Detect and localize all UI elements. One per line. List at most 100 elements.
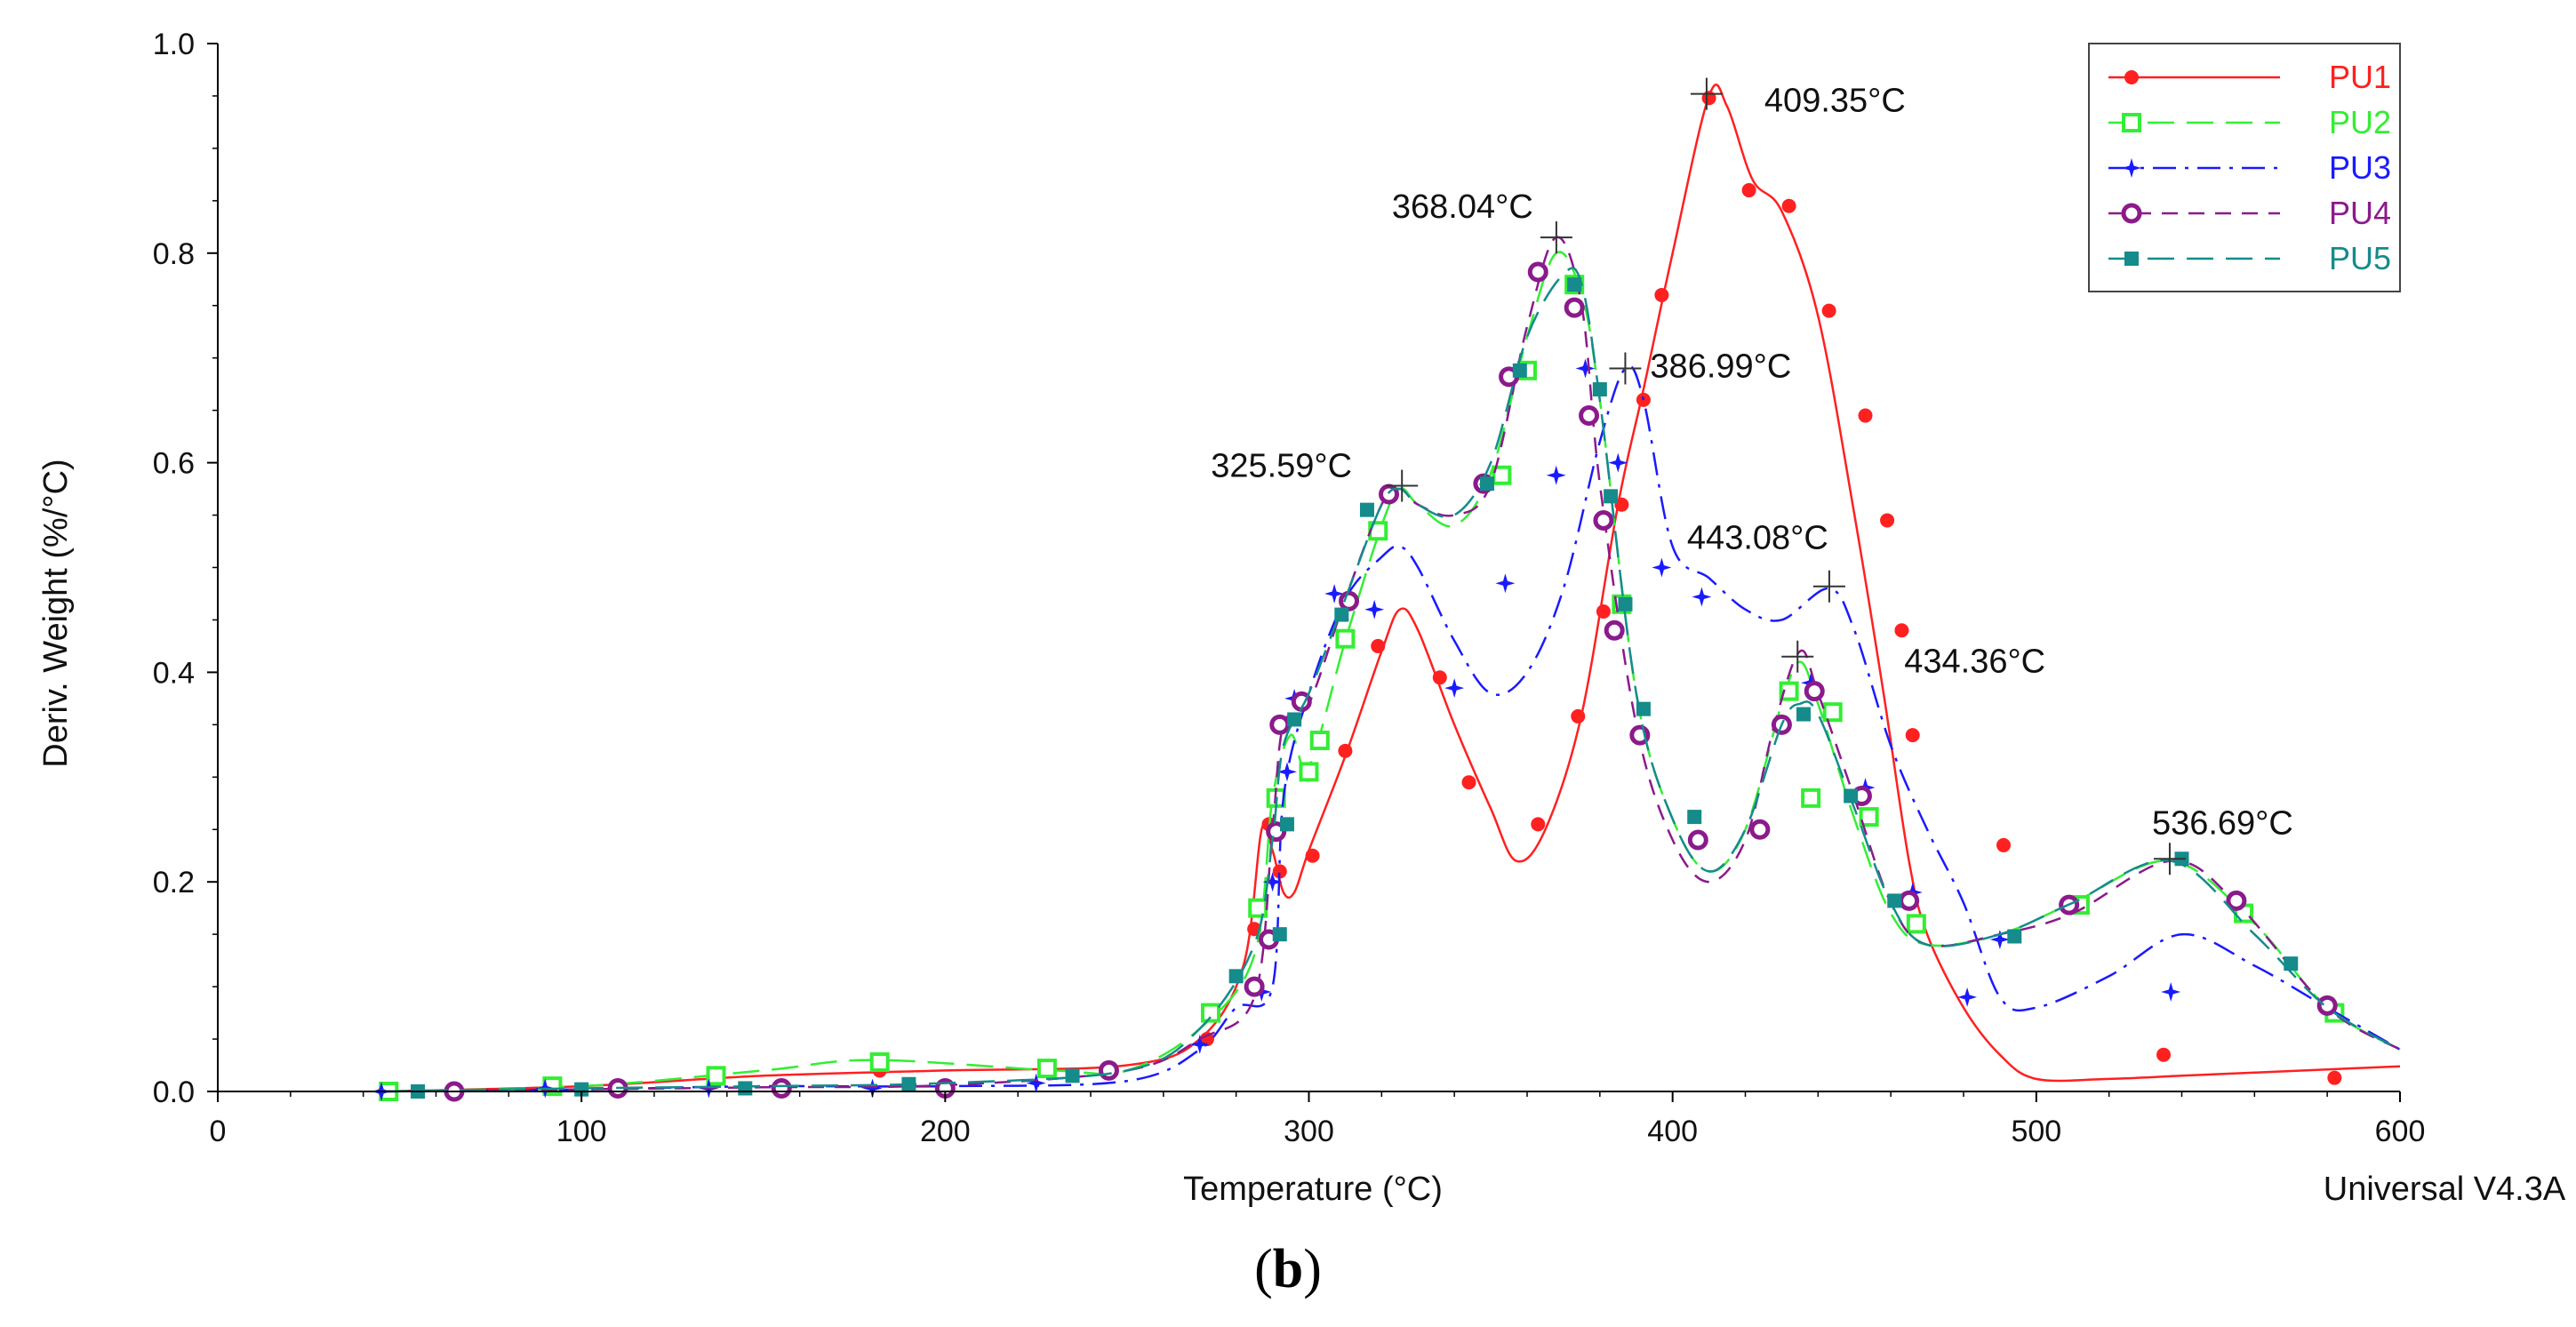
legend-label: PU5 [2329, 240, 2391, 276]
y-tick-label: 0.0 [153, 1075, 195, 1109]
data-point-pu3 [1608, 452, 1628, 473]
data-point-pu1 [1880, 513, 1895, 528]
data-point-pu3 [1692, 587, 1712, 607]
data-point-pu5 [1687, 810, 1702, 825]
data-point-pu3 [1262, 872, 1283, 892]
data-point-pu2 [1779, 681, 1799, 701]
legend-marker [2122, 113, 2141, 132]
data-point-pu3 [1364, 599, 1385, 620]
data-point-pu5 [1844, 788, 1859, 803]
annotation-layer: 325.59°C 368.04°C 386.99°C 409.35°C 443.08°C… [1211, 77, 2293, 875]
data-point-pu4 [1687, 829, 1708, 851]
x-tick-label: 100 [556, 1115, 607, 1148]
peak-label: 434.36°C [1904, 644, 2045, 681]
peak-annotation: 434.36°C [1781, 640, 2045, 681]
data-point-pu5 [2284, 956, 2299, 971]
data-point-pu1 [1531, 817, 1546, 832]
data-point-pu1 [1272, 864, 1287, 879]
data-point-pu3 [1575, 358, 1596, 379]
data-point-pu2 [1309, 731, 1330, 751]
data-point-pu1 [1654, 287, 1669, 302]
data-point-pu4 [771, 1077, 792, 1099]
data-point-pu3 [1444, 678, 1465, 699]
data-point-pu4 [1804, 681, 1825, 702]
data-point-pu4 [2226, 890, 2247, 911]
data-point-pu2 [1822, 702, 1843, 723]
caption-close-paren: ) [1303, 1239, 1322, 1299]
legend-marker [2121, 203, 2142, 224]
data-point-pu3 [862, 1078, 883, 1099]
data-point-pu2 [1801, 787, 1821, 808]
data-point-pu3 [1026, 1073, 1046, 1093]
series-pu5 [381, 267, 2401, 1099]
data-point-pu5 [2007, 929, 2022, 944]
data-point-pu2 [1201, 1003, 1221, 1023]
data-point-pu1 [1432, 670, 1447, 685]
peak-annotation: 325.59°C [1211, 448, 1419, 502]
data-point-pu2 [1299, 762, 1319, 782]
data-point-pu5 [1796, 707, 1811, 722]
peak-label: 368.04°C [1392, 188, 1533, 226]
data-point-pu3 [1957, 987, 1978, 1007]
data-point-pu5 [1636, 701, 1651, 716]
legend-entry-pu5: PU5 [2108, 240, 2391, 276]
data-point-pu2 [1036, 1059, 1057, 1079]
data-point-pu1 [1305, 848, 1320, 863]
data-point-pu3 [1495, 573, 1516, 594]
peak-label: 386.99°C [1650, 348, 1791, 385]
caption-open-paren: ( [1254, 1239, 1273, 1299]
peak-annotation: 536.69°C [2152, 804, 2293, 875]
data-point-pu5 [1618, 596, 1633, 612]
data-point-pu4 [1527, 261, 1548, 283]
y-tick-label: 0.4 [153, 656, 195, 690]
data-point-pu5 [1228, 969, 1244, 984]
data-point-pu5 [1359, 502, 1374, 517]
data-point-pu2 [1335, 628, 1356, 649]
legend-marker [2124, 252, 2139, 266]
legend-label: PU4 [2329, 195, 2391, 231]
legend-label: PU3 [2329, 149, 2391, 186]
data-point-pu5 [1334, 607, 1349, 622]
peak-annotation: 368.04°C [1392, 188, 1572, 254]
x-tick-label: 400 [1647, 1115, 1698, 1148]
data-point-pu5 [1479, 476, 1494, 492]
data-point-pu5 [574, 1082, 589, 1097]
data-point-pu4 [1098, 1059, 1119, 1081]
data-point-pu3 [1277, 762, 1297, 782]
data-point-pu3 [1189, 1034, 1210, 1054]
data-point-pu4 [1564, 297, 1585, 318]
data-point-pu1 [1781, 198, 1796, 213]
data-point-pu2 [1859, 807, 1879, 827]
software-label: Universal V4.3A [2324, 1171, 2566, 1208]
x-tick-label: 0 [210, 1115, 227, 1148]
y-tick-label: 0.8 [153, 237, 195, 271]
legend-marker [2124, 70, 2139, 84]
x-axis-title: Temperature (°C) [1183, 1171, 1443, 1208]
data-point-pu5 [1512, 363, 1527, 378]
data-point-pu4 [2316, 995, 2338, 1016]
data-point-pu4 [1749, 819, 1771, 840]
data-point-pu4 [1604, 620, 1625, 641]
data-point-pu5 [738, 1081, 753, 1096]
caption-letter: b [1273, 1239, 1303, 1299]
peak-annotation: 386.99°C [1609, 348, 1791, 385]
data-point-pu2 [1492, 465, 1512, 485]
data-point-pu2 [1906, 914, 1926, 934]
series-line-pu3 [381, 364, 2401, 1093]
legend-entry-pu3: PU3 [2108, 149, 2391, 186]
peak-label: 443.08°C [1687, 520, 1828, 557]
legend-entry-pu4: PU4 [2108, 195, 2391, 231]
data-point-pu1 [2156, 1047, 2172, 1062]
x-tick-label: 200 [920, 1115, 971, 1148]
data-point-pu1 [1596, 604, 1611, 620]
data-point-pu4 [1899, 890, 1920, 911]
data-point-pu3 [2161, 982, 2181, 1002]
data-point-pu1 [1741, 183, 1756, 198]
data-point-pu1 [1905, 728, 1920, 743]
data-point-pu3 [1324, 584, 1345, 604]
data-point-pu3 [1546, 465, 1566, 485]
y-tick-label: 0.2 [153, 866, 195, 899]
legend: PU1 PU2 PU3 PU4 PU5 [2088, 43, 2401, 292]
data-point-pu5 [901, 1076, 916, 1091]
